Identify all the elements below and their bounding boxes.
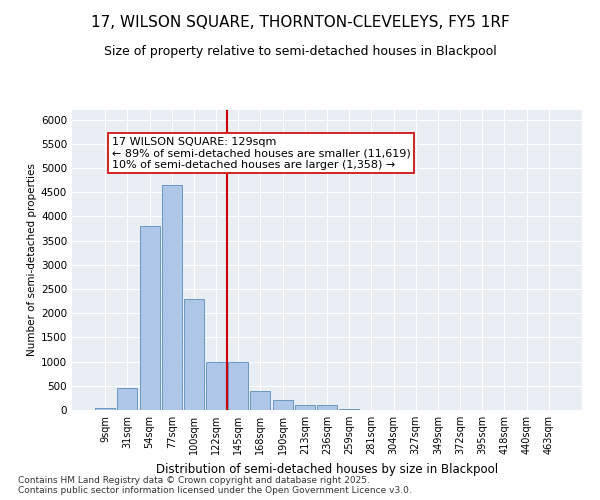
X-axis label: Distribution of semi-detached houses by size in Blackpool: Distribution of semi-detached houses by … [156, 462, 498, 475]
Text: 17 WILSON SQUARE: 129sqm
← 89% of semi-detached houses are smaller (11,619)
10% : 17 WILSON SQUARE: 129sqm ← 89% of semi-d… [112, 136, 410, 170]
Text: Size of property relative to semi-detached houses in Blackpool: Size of property relative to semi-detach… [104, 45, 496, 58]
Bar [140, 226, 160, 410]
Bar [228, 362, 248, 410]
Bar [339, 409, 359, 410]
Bar [317, 405, 337, 410]
Text: Contains HM Land Registry data © Crown copyright and database right 2025.
Contai: Contains HM Land Registry data © Crown c… [18, 476, 412, 495]
Y-axis label: Number of semi-detached properties: Number of semi-detached properties [27, 164, 37, 356]
Bar [206, 362, 226, 410]
Bar [118, 388, 137, 410]
Bar [295, 405, 315, 410]
Text: 17, WILSON SQUARE, THORNTON-CLEVELEYS, FY5 1RF: 17, WILSON SQUARE, THORNTON-CLEVELEYS, F… [91, 15, 509, 30]
Bar [250, 390, 271, 410]
Bar [272, 400, 293, 410]
Bar [162, 185, 182, 410]
Bar [95, 408, 115, 410]
Bar [184, 298, 204, 410]
